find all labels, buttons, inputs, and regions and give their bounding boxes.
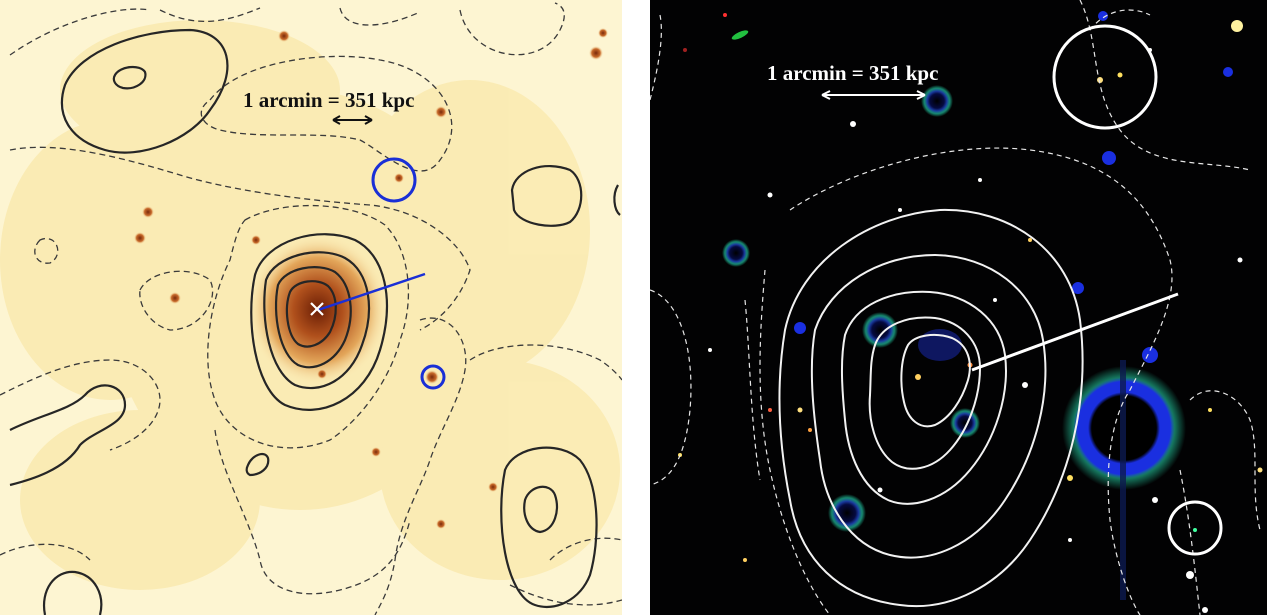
field-objects xyxy=(678,13,1263,613)
bleed-trail xyxy=(1120,360,1126,600)
centroid-cross-icon xyxy=(310,302,324,316)
xray-map: 1 arcmin = 351 kpc xyxy=(0,0,622,615)
xray-map-panel: 1 arcmin = 351 kpc xyxy=(0,0,622,615)
scale-label: 1 arcmin = 351 kpc xyxy=(767,61,938,85)
offset-line xyxy=(317,272,426,312)
scale-bar xyxy=(821,90,926,100)
dashed-contours xyxy=(0,2,622,615)
optical-image-panel: 1 arcmin = 351 kpc xyxy=(650,0,1267,615)
marker-circle-large xyxy=(371,157,417,203)
solid-contours xyxy=(778,208,1084,608)
marker-circle-small xyxy=(1167,500,1223,556)
central-galaxy xyxy=(918,329,962,361)
scale-bar xyxy=(332,115,373,125)
source-markers xyxy=(317,157,446,390)
marker-circle-small xyxy=(420,364,446,390)
sky-background xyxy=(650,0,1267,615)
scale-label: 1 arcmin = 351 kpc xyxy=(243,88,414,112)
optical-image: 1 arcmin = 351 kpc xyxy=(650,0,1267,615)
dashed-contours xyxy=(650,0,1261,615)
masked-stars xyxy=(722,11,1233,532)
offset-line xyxy=(971,292,1179,372)
marker-circle-large xyxy=(1052,24,1158,130)
region-markers xyxy=(971,24,1223,556)
point-sources xyxy=(134,28,608,529)
solid-contours xyxy=(9,28,621,615)
